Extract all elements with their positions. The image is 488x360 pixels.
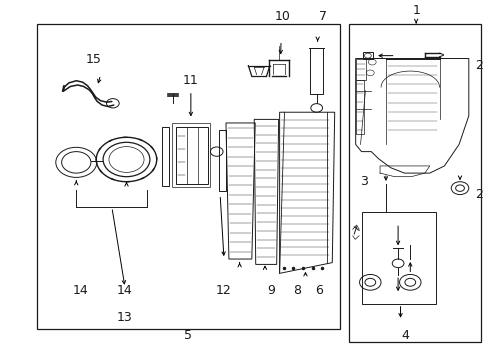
Bar — [362, 52, 372, 59]
Bar — [310, 49, 323, 94]
Text: 2: 2 — [474, 188, 482, 201]
Text: 15: 15 — [85, 53, 101, 66]
Text: 14: 14 — [117, 284, 133, 297]
Text: 9: 9 — [267, 284, 275, 297]
Bar — [176, 127, 207, 184]
Text: 14: 14 — [72, 284, 88, 297]
Text: 11: 11 — [183, 74, 198, 87]
Bar — [37, 24, 339, 329]
Bar — [172, 123, 210, 188]
Bar — [355, 80, 363, 134]
Text: 12: 12 — [215, 284, 231, 297]
Text: 7: 7 — [318, 10, 326, 23]
Text: 13: 13 — [117, 311, 133, 324]
Bar — [361, 212, 435, 304]
Bar — [219, 130, 225, 191]
Bar — [355, 59, 366, 80]
Bar — [348, 24, 480, 342]
Text: 2: 2 — [474, 59, 482, 72]
Text: 1: 1 — [411, 4, 419, 17]
Text: 10: 10 — [274, 10, 290, 23]
Text: 8: 8 — [293, 284, 301, 297]
Bar — [161, 127, 168, 186]
Text: 5: 5 — [184, 329, 192, 342]
Text: 6: 6 — [315, 284, 323, 297]
Text: 4: 4 — [401, 329, 408, 342]
Text: 3: 3 — [359, 175, 367, 188]
